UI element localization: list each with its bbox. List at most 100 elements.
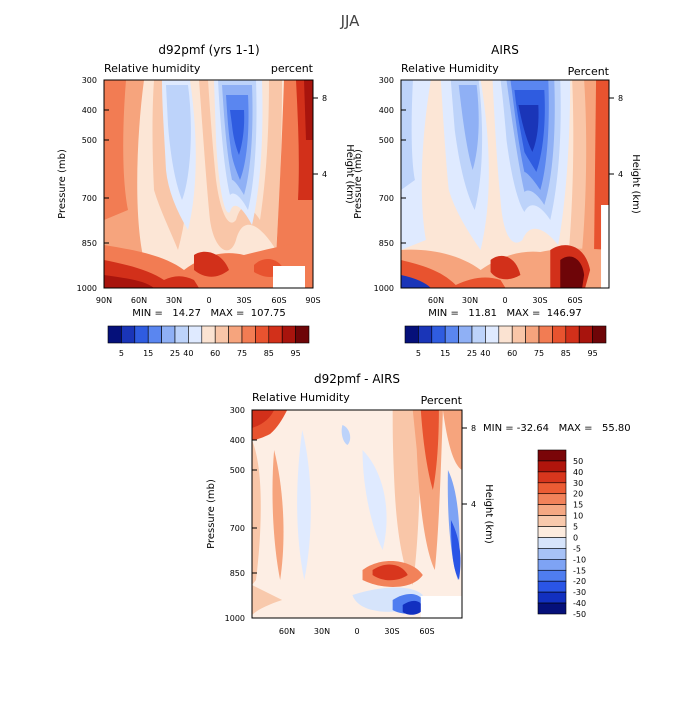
colorbar-label: 60 bbox=[507, 349, 517, 358]
colorbar-swatch bbox=[537, 602, 567, 615]
colorbar-swatch bbox=[107, 325, 122, 344]
xtick-label: 60S bbox=[419, 627, 434, 636]
plot-frame bbox=[400, 79, 610, 289]
colorbar-swatch bbox=[134, 325, 149, 344]
colorbar-label: 10 bbox=[573, 512, 583, 521]
ytick-label: 500 bbox=[379, 136, 394, 145]
ytick-right-label: 4 bbox=[618, 170, 623, 179]
colorbar-label: 15 bbox=[440, 349, 450, 358]
heatmap-field bbox=[252, 410, 462, 618]
y-axis-right-label: Height (km) bbox=[344, 144, 355, 204]
colorbar-swatch bbox=[471, 325, 486, 344]
ytick-label: 700 bbox=[230, 524, 245, 533]
colorbar-swatch bbox=[537, 471, 567, 484]
ytick-label: 300 bbox=[230, 406, 245, 415]
colorbar-swatch bbox=[121, 325, 136, 344]
xtick-label: 60N bbox=[428, 296, 444, 305]
heatmap-field bbox=[104, 80, 313, 288]
colorbar-label: 40 bbox=[573, 468, 583, 477]
ytick-right-label: 8 bbox=[471, 424, 476, 433]
colorbar-swatch bbox=[537, 449, 567, 462]
ytick-right-label: 8 bbox=[322, 94, 327, 103]
heatmap-field bbox=[401, 80, 609, 288]
xtick-label: 60N bbox=[131, 296, 147, 305]
colorbar-swatch bbox=[188, 325, 203, 344]
ytick-label: 300 bbox=[379, 76, 394, 85]
colorbar-swatch bbox=[201, 325, 216, 344]
xtick-label: 90S bbox=[305, 296, 320, 305]
y-axis-label: Pressure (mb) bbox=[206, 479, 217, 549]
figure-title: JJA bbox=[340, 12, 361, 30]
colorbar-swatch bbox=[578, 325, 593, 344]
panel-difference: d92pmf - AIRS Relative Humidity Percent bbox=[206, 372, 631, 636]
colorbar-label: -5 bbox=[573, 544, 581, 553]
panel-title: AIRS bbox=[491, 43, 519, 57]
ytick-label: 700 bbox=[82, 194, 97, 203]
min-max-readout: MIN = -32.64 MAX = 55.80 bbox=[483, 423, 631, 434]
colorbar-swatch bbox=[552, 325, 567, 344]
panel-subtitle-left: Relative humidity bbox=[104, 62, 201, 75]
panel-model: d92pmf (yrs 1-1) Relative humidity perce… bbox=[57, 43, 355, 358]
colorbar-label: -40 bbox=[573, 599, 586, 608]
ytick-label: 300 bbox=[82, 76, 97, 85]
xtick-label: 30N bbox=[462, 296, 478, 305]
ytick-label: 400 bbox=[230, 436, 245, 445]
colorbar-swatch bbox=[537, 526, 567, 538]
xtick-label: 0 bbox=[354, 627, 359, 636]
y-axis-right-label: Height (km) bbox=[483, 484, 494, 544]
panel-subtitle-left: Relative Humidity bbox=[401, 62, 499, 75]
xtick-label: 60S bbox=[271, 296, 286, 305]
xtick-label: 30S bbox=[236, 296, 251, 305]
ytick-right-label: 4 bbox=[322, 170, 327, 179]
colorbar-swatch bbox=[537, 482, 567, 495]
colorbar-swatch bbox=[537, 515, 567, 527]
xtick-label: 0 bbox=[206, 296, 211, 305]
colorbar-swatch bbox=[444, 325, 459, 344]
ytick-right-label: 8 bbox=[618, 94, 623, 103]
colorbar: 5 15 25 40 60 75 85 95 bbox=[404, 325, 607, 358]
colorbar-label: 60 bbox=[210, 349, 220, 358]
colorbar-label: 40 bbox=[480, 349, 490, 358]
colorbar-swatch bbox=[537, 493, 567, 505]
colorbar-label: -15 bbox=[573, 566, 586, 575]
panel-airs: AIRS Relative Humidity Percent bbox=[353, 43, 641, 358]
colorbar-swatch bbox=[404, 325, 419, 344]
xtick-label: 30N bbox=[166, 296, 182, 305]
xtick-label: 30S bbox=[384, 627, 399, 636]
ytick-label: 700 bbox=[379, 194, 394, 203]
ytick-label: 500 bbox=[82, 136, 97, 145]
colorbar-label: 95 bbox=[588, 349, 598, 358]
colorbar: 5 15 25 40 60 75 85 95 bbox=[107, 325, 310, 358]
colorbar-label: 5 bbox=[119, 349, 124, 358]
colorbar-swatch bbox=[295, 325, 310, 344]
colorbar-swatch bbox=[538, 325, 553, 344]
ytick-label: 850 bbox=[379, 239, 394, 248]
xtick-label: 60S bbox=[567, 296, 582, 305]
colorbar-label: 0 bbox=[573, 533, 578, 542]
plot-frame bbox=[251, 409, 463, 619]
colorbar-label: 95 bbox=[291, 349, 301, 358]
ytick-label: 1000 bbox=[374, 284, 394, 293]
colorbar-swatch bbox=[431, 325, 446, 344]
colorbar-swatch bbox=[565, 325, 580, 344]
colorbar-swatch bbox=[511, 325, 526, 344]
ytick-label: 1000 bbox=[77, 284, 97, 293]
panel-subtitle-right: percent bbox=[271, 62, 314, 75]
xtick-label: 60N bbox=[279, 627, 295, 636]
colorbar-swatch bbox=[174, 325, 189, 344]
colorbar-label: 25 bbox=[467, 349, 477, 358]
colorbar: 50 40 30 20 15 10 50 -5 -10 -15 -20 -30 -40 -50 bbox=[537, 449, 586, 619]
colorbar-label: 75 bbox=[237, 349, 247, 358]
colorbar-swatch bbox=[537, 504, 567, 516]
colorbar-swatch bbox=[147, 325, 162, 344]
colorbar-swatch bbox=[458, 325, 473, 344]
colorbar-label: 30 bbox=[573, 479, 583, 488]
colorbar-swatch bbox=[537, 591, 567, 604]
colorbar-label: 40 bbox=[183, 349, 193, 358]
colorbar-swatch bbox=[241, 325, 256, 344]
colorbar-swatch bbox=[255, 325, 270, 344]
colorbar-label: 85 bbox=[264, 349, 274, 358]
ytick-label: 500 bbox=[230, 466, 245, 475]
panel-title: d92pmf - AIRS bbox=[314, 372, 400, 386]
